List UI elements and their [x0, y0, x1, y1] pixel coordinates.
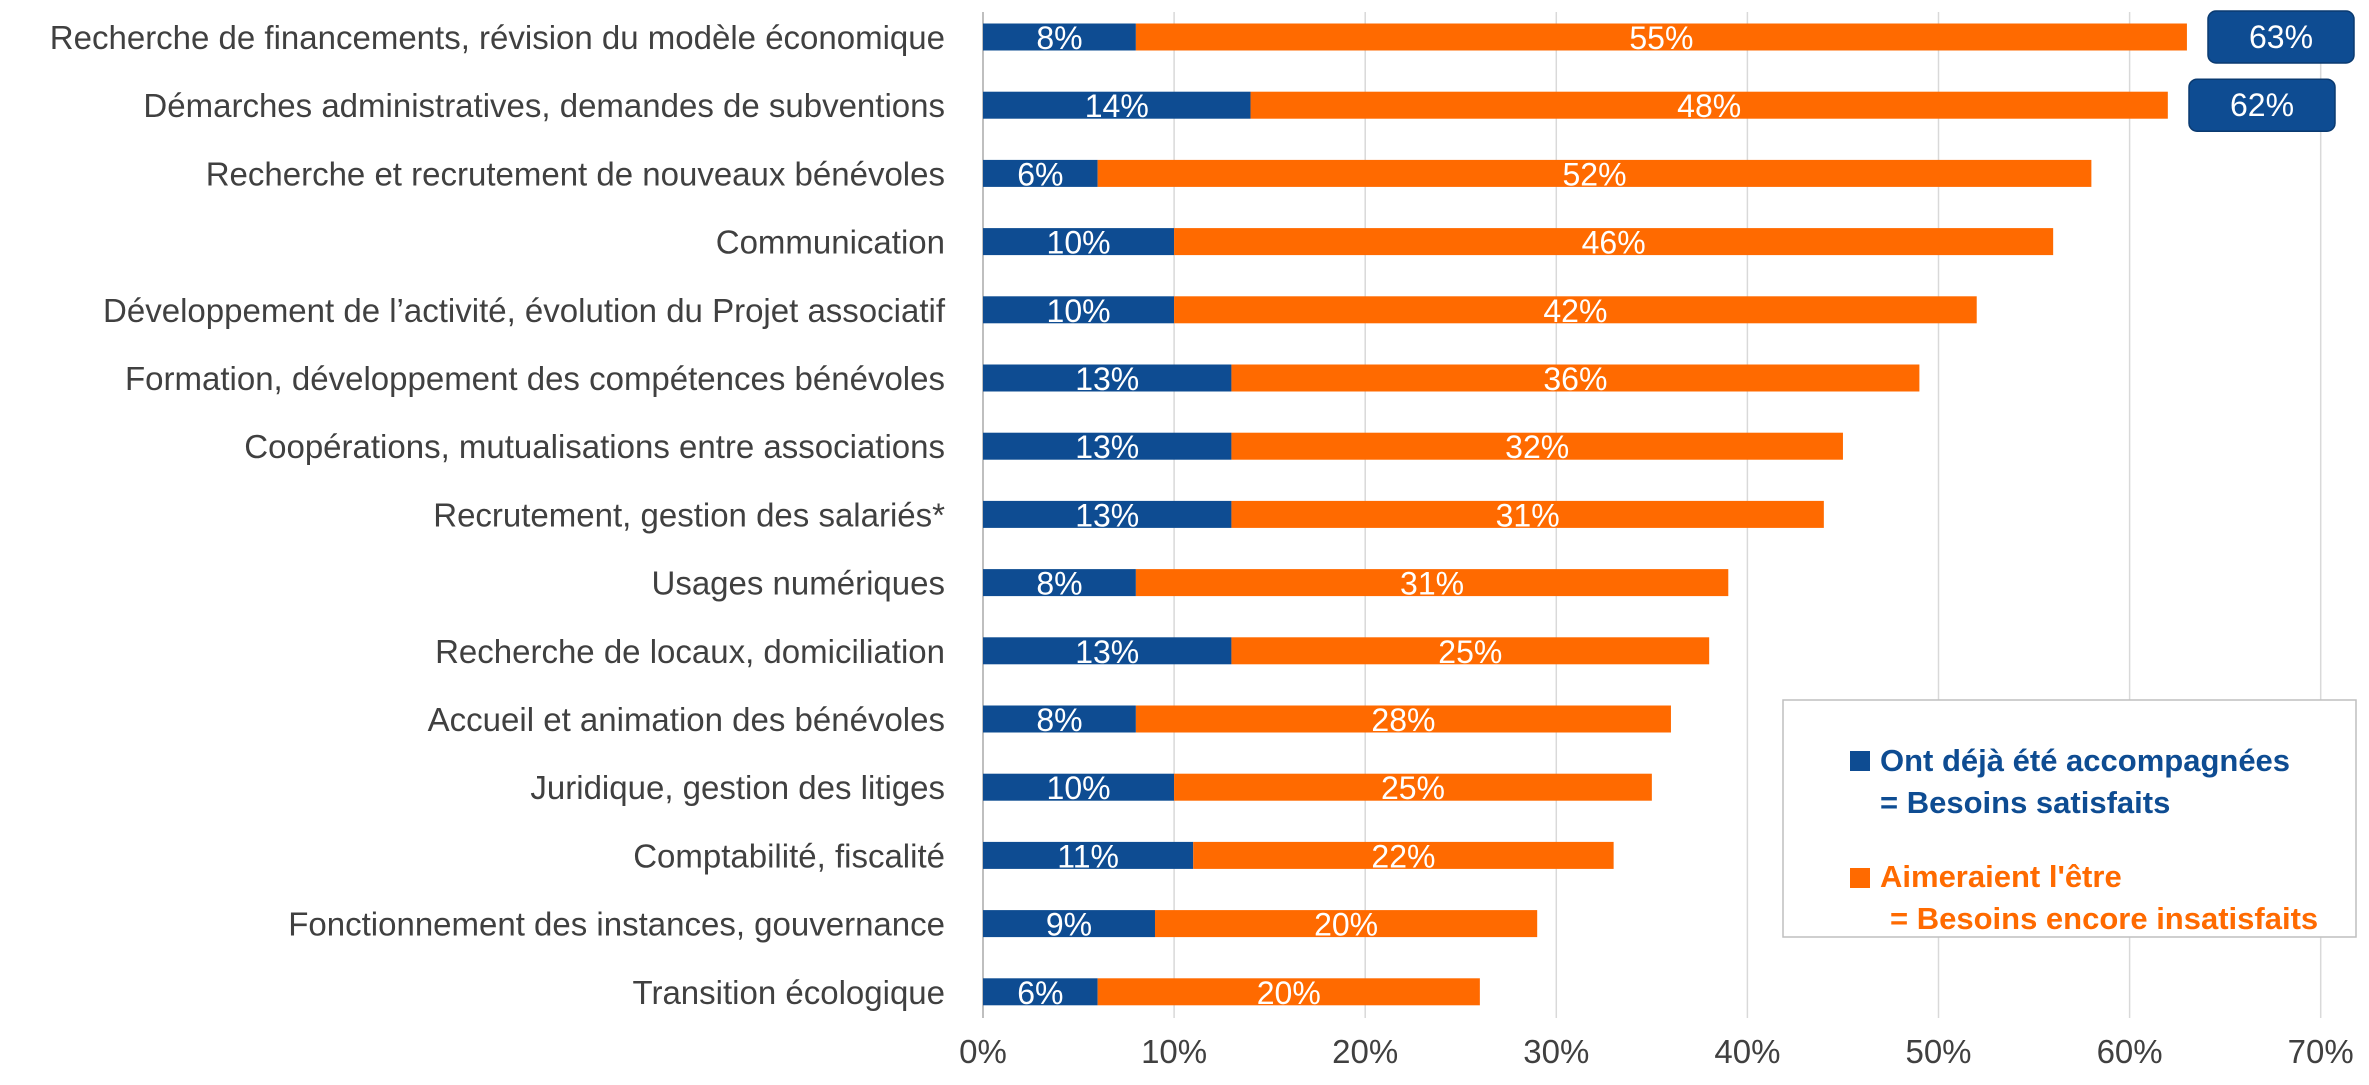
category-label: Recherche de locaux, domiciliation — [435, 633, 945, 670]
x-tick-label: 50% — [1905, 1033, 1971, 1070]
bar-segment-unsatisfied — [1231, 364, 1920, 392]
data-label-unsatisfied: 55% — [1629, 20, 1693, 56]
category-label: Démarches administratives, demandes de s… — [143, 87, 945, 124]
bar-segment-satisfied — [983, 569, 1136, 597]
data-label-satisfied: 11% — [1057, 838, 1119, 874]
legend-label-unsatisfied: Aimeraient l'être — [1880, 859, 2122, 894]
bar-segment-unsatisfied — [1231, 432, 1843, 460]
x-tick-label: 10% — [1141, 1033, 1207, 1070]
data-label-satisfied: 8% — [1036, 566, 1082, 602]
legend-swatch-unsatisfied — [1850, 868, 1870, 888]
bar-segment-satisfied — [983, 705, 1136, 733]
data-label-unsatisfied: 22% — [1371, 838, 1435, 874]
category-label: Comptabilité, fiscalité — [633, 837, 945, 874]
legend-box — [1782, 699, 2357, 938]
bar-segment-unsatisfied — [1174, 296, 1977, 324]
bar-segment-unsatisfied — [1174, 228, 2054, 256]
legend-swatch-satisfied — [1850, 751, 1870, 771]
bar-segment-satisfied — [983, 432, 1232, 460]
category-label: Communication — [716, 224, 945, 261]
data-label-unsatisfied: 28% — [1371, 702, 1435, 738]
data-label-satisfied: 14% — [1085, 88, 1149, 124]
data-label-unsatisfied: 48% — [1677, 88, 1741, 124]
data-label-satisfied: 13% — [1075, 634, 1139, 670]
bar-segment-unsatisfied — [1097, 159, 2092, 187]
x-tick-label: 20% — [1332, 1033, 1398, 1070]
bar-segment-unsatisfied — [1193, 841, 1614, 869]
bar-segment-unsatisfied — [1250, 91, 2168, 119]
data-label-unsatisfied: 31% — [1496, 497, 1560, 533]
x-tick-label: 70% — [2288, 1033, 2354, 1070]
total-callout-label: 62% — [2230, 87, 2294, 123]
category-label: Fonctionnement des instances, gouvernanc… — [288, 906, 945, 943]
total-callout-label: 63% — [2249, 19, 2313, 55]
data-label-unsatisfied: 46% — [1582, 225, 1646, 261]
data-label-satisfied: 8% — [1036, 702, 1082, 738]
bar-segment-satisfied — [983, 228, 1175, 256]
total-callout — [2188, 78, 2336, 132]
bar-segment-unsatisfied — [1231, 637, 1710, 665]
data-label-satisfied: 9% — [1046, 907, 1092, 943]
category-label: Recrutement, gestion des salariés* — [433, 496, 945, 533]
legend-label-satisfied: Ont déjà été accompagnées — [1880, 743, 2290, 778]
bar-segment-unsatisfied — [1231, 500, 1824, 528]
data-label-unsatisfied: 32% — [1505, 429, 1569, 465]
category-label: Développement de l’activité, évolution d… — [103, 292, 946, 329]
category-label: Accueil et animation des bénévoles — [428, 701, 945, 738]
x-tick-label: 40% — [1714, 1033, 1780, 1070]
legend-sublabel-satisfied: = Besoins satisfaits — [1880, 785, 2170, 820]
category-label: Recherche de financements, révision du m… — [50, 19, 945, 56]
category-label: Juridique, gestion des litiges — [530, 769, 945, 806]
data-label-satisfied: 10% — [1047, 225, 1111, 261]
bar-segment-satisfied — [983, 637, 1232, 665]
bar-segment-satisfied — [983, 23, 1136, 51]
legend-sublabel-unsatisfied: = Besoins encore insatisfaits — [1890, 901, 2318, 936]
bar-segment-unsatisfied — [1154, 910, 1538, 938]
data-label-unsatisfied: 36% — [1543, 361, 1607, 397]
data-label-satisfied: 13% — [1075, 429, 1139, 465]
data-label-unsatisfied: 42% — [1543, 293, 1607, 329]
data-label-satisfied: 10% — [1047, 293, 1111, 329]
x-tick-label: 30% — [1523, 1033, 1589, 1070]
bar-segment-unsatisfied — [1135, 23, 2187, 51]
bar-segment-satisfied — [983, 500, 1232, 528]
bar-segment-satisfied — [983, 159, 1098, 187]
category-label: Usages numériques — [652, 565, 946, 602]
category-label: Transition écologique — [633, 974, 945, 1011]
data-label-unsatisfied: 20% — [1314, 907, 1378, 943]
bar-segment-satisfied — [983, 296, 1175, 324]
data-label-unsatisfied: 25% — [1381, 770, 1445, 806]
category-label: Recherche et recrutement de nouveaux bén… — [206, 155, 945, 192]
category-label: Coopérations, mutualisations entre assoc… — [244, 428, 945, 465]
bar-segment-unsatisfied — [1135, 705, 1671, 733]
bar-segment-satisfied — [983, 910, 1155, 938]
data-label-unsatisfied: 52% — [1562, 156, 1626, 192]
bar-segment-satisfied — [983, 773, 1175, 801]
bar-segment-unsatisfied — [1174, 773, 1652, 801]
data-label-satisfied: 10% — [1047, 770, 1111, 806]
data-label-unsatisfied: 25% — [1438, 634, 1502, 670]
category-label: Formation, développement des compétences… — [125, 360, 945, 397]
bar-segment-satisfied — [983, 841, 1194, 869]
data-label-satisfied: 13% — [1075, 361, 1139, 397]
bar-segment-satisfied — [983, 91, 1251, 119]
data-label-unsatisfied: 20% — [1257, 975, 1321, 1011]
bar-segment-unsatisfied — [1135, 569, 1729, 597]
data-label-satisfied: 6% — [1017, 156, 1063, 192]
total-callout — [2207, 10, 2355, 64]
bar-segment-satisfied — [983, 978, 1098, 1006]
x-tick-label: 60% — [2097, 1033, 2163, 1070]
data-label-satisfied: 8% — [1036, 20, 1082, 56]
data-label-satisfied: 13% — [1075, 497, 1139, 533]
x-tick-label: 0% — [959, 1033, 1007, 1070]
data-label-unsatisfied: 31% — [1400, 566, 1464, 602]
bar-segment-satisfied — [983, 364, 1232, 392]
data-label-satisfied: 6% — [1017, 975, 1063, 1011]
bar-segment-unsatisfied — [1097, 978, 1480, 1006]
